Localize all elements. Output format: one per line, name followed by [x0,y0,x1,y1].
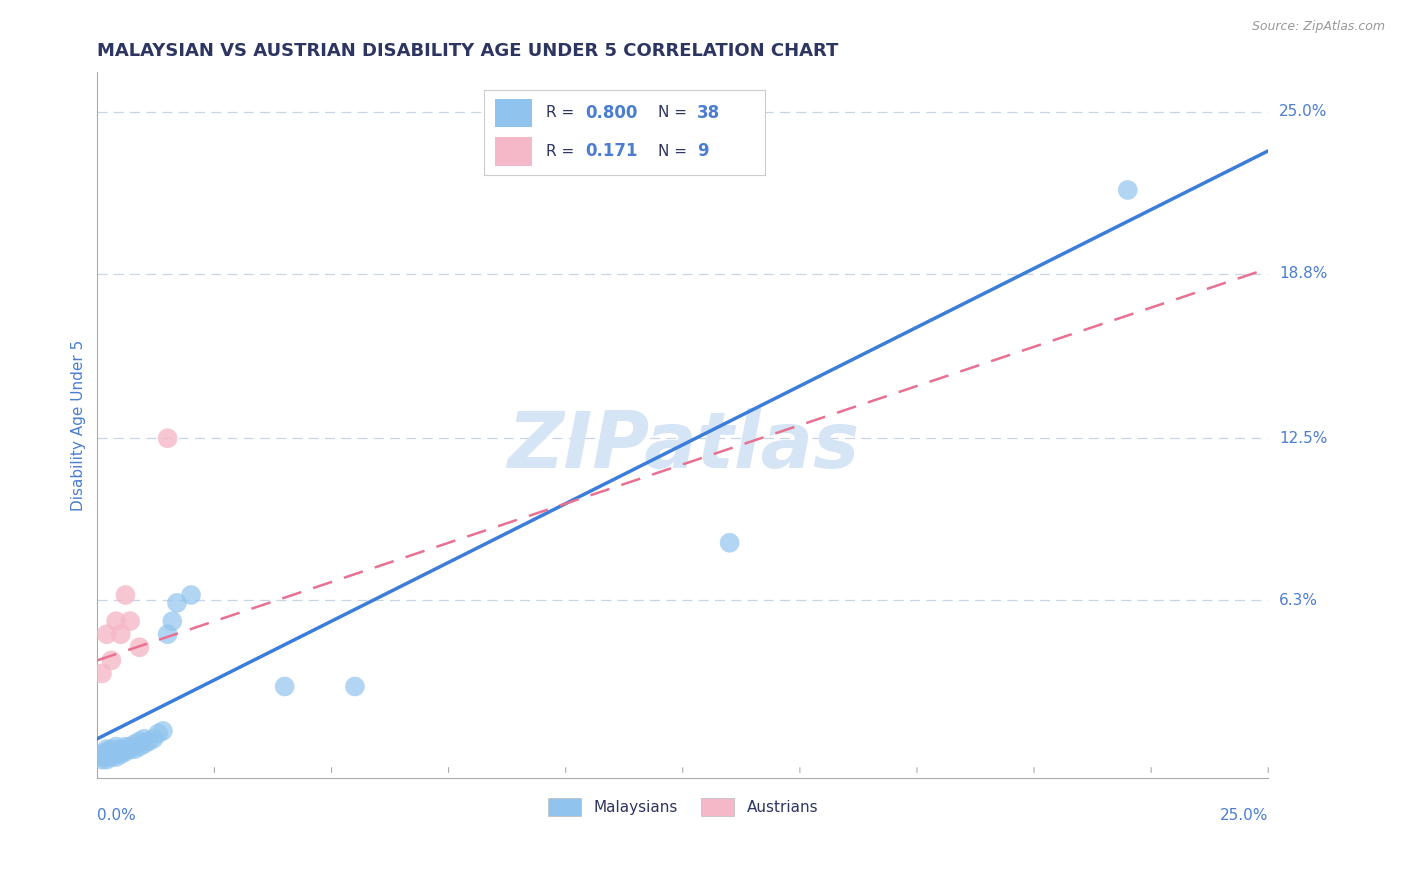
Point [128,734,150,748]
Point [180,588,202,602]
Point [134,731,156,746]
Point [100,742,122,756]
Text: ZIPatlas: ZIPatlas [506,409,859,484]
Text: 18.8%: 18.8% [1279,266,1327,281]
Point [138,734,160,748]
Point [120,739,142,754]
Point [142,731,165,746]
Point [96,750,118,764]
Point [148,726,170,740]
Point [96,627,118,641]
Point [91,753,114,767]
Point [100,653,122,667]
Point [128,640,150,655]
Point [105,750,128,764]
Point [343,680,366,694]
Text: 25.0%: 25.0% [1220,808,1268,823]
Point [128,739,150,754]
Point [91,666,114,681]
Point [166,596,188,610]
Text: 25.0%: 25.0% [1279,104,1327,120]
Point [114,745,136,759]
Text: Source: ZipAtlas.com: Source: ZipAtlas.com [1251,20,1385,33]
Point [152,723,174,738]
Y-axis label: Disability Age Under 5: Disability Age Under 5 [72,340,86,511]
Point [156,431,179,445]
Point [1116,183,1139,197]
Point [105,739,128,754]
Point [96,745,118,759]
Point [156,627,179,641]
Point [105,614,128,628]
Text: 0.0%: 0.0% [97,808,136,823]
Point [124,742,146,756]
Point [120,614,142,628]
Point [114,739,136,754]
Point [100,747,122,762]
Point [162,614,184,628]
Text: 6.3%: 6.3% [1279,593,1319,607]
Point [96,753,118,767]
Point [114,588,136,602]
Legend: Malaysians, Austrians: Malaysians, Austrians [540,790,825,823]
Point [110,627,132,641]
Point [110,745,132,759]
Point [120,742,142,756]
Point [134,737,156,751]
Point [273,680,295,694]
Point [100,750,122,764]
Point [105,745,128,759]
Point [96,742,118,756]
Point [91,747,114,762]
Point [718,535,741,549]
Point [110,747,132,762]
Text: MALAYSIAN VS AUSTRIAN DISABILITY AGE UNDER 5 CORRELATION CHART: MALAYSIAN VS AUSTRIAN DISABILITY AGE UND… [97,42,839,60]
Point [91,750,114,764]
Point [110,742,132,756]
Text: 12.5%: 12.5% [1279,431,1327,446]
Point [124,737,146,751]
